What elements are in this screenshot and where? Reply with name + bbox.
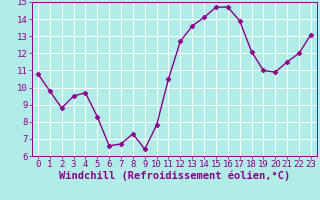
X-axis label: Windchill (Refroidissement éolien,°C): Windchill (Refroidissement éolien,°C)	[59, 171, 290, 181]
